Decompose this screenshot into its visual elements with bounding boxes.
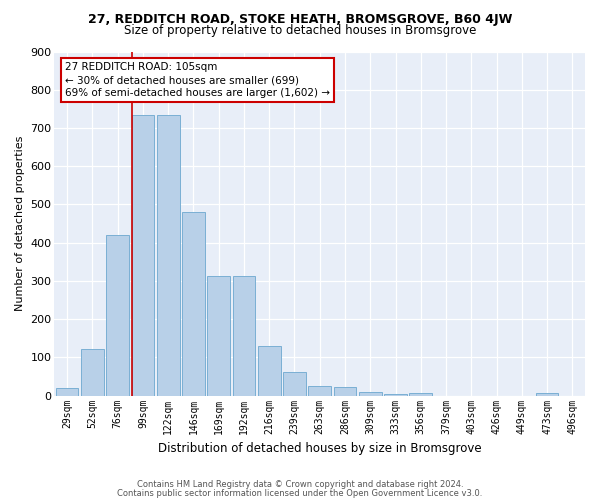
Bar: [384, 394, 407, 396]
Bar: [536, 392, 559, 396]
Bar: [208, 276, 230, 396]
X-axis label: Distribution of detached houses by size in Bromsgrove: Distribution of detached houses by size …: [158, 442, 482, 455]
Bar: [409, 393, 432, 396]
Bar: [334, 387, 356, 396]
Text: 27, REDDITCH ROAD, STOKE HEATH, BROMSGROVE, B60 4JW: 27, REDDITCH ROAD, STOKE HEATH, BROMSGRO…: [88, 12, 512, 26]
Bar: [308, 386, 331, 396]
Bar: [233, 276, 256, 396]
Bar: [283, 372, 306, 396]
Bar: [258, 346, 281, 396]
Text: Size of property relative to detached houses in Bromsgrove: Size of property relative to detached ho…: [124, 24, 476, 37]
Text: Contains HM Land Registry data © Crown copyright and database right 2024.: Contains HM Land Registry data © Crown c…: [137, 480, 463, 489]
Bar: [106, 235, 129, 396]
Text: 27 REDDITCH ROAD: 105sqm
← 30% of detached houses are smaller (699)
69% of semi-: 27 REDDITCH ROAD: 105sqm ← 30% of detach…: [65, 62, 330, 98]
Bar: [157, 116, 179, 396]
Bar: [131, 116, 154, 396]
Bar: [182, 212, 205, 396]
Bar: [359, 392, 382, 396]
Text: Contains public sector information licensed under the Open Government Licence v3: Contains public sector information licen…: [118, 488, 482, 498]
Bar: [81, 348, 104, 396]
Bar: [56, 388, 79, 396]
Y-axis label: Number of detached properties: Number of detached properties: [15, 136, 25, 312]
